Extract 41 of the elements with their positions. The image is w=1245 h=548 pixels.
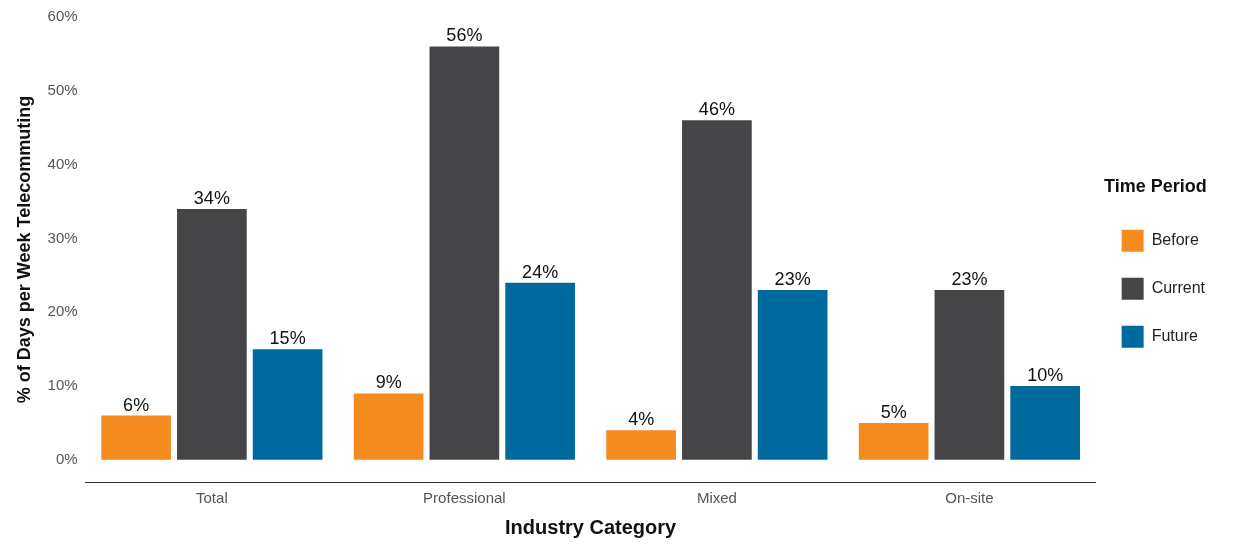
data-label: 34% [193, 187, 230, 208]
x-tick-label: Mixed [696, 489, 737, 507]
bar [682, 120, 752, 460]
data-label: 23% [774, 269, 811, 290]
bar [858, 422, 929, 460]
bar [429, 46, 500, 460]
legend-label: Current [1151, 279, 1206, 297]
y-tick-label: 10% [47, 376, 78, 394]
x-tick-label: On-site [945, 489, 994, 507]
y-tick-label: 0% [55, 450, 78, 467]
y-axis-title: % of Days per Week Telecommuting [13, 95, 34, 404]
y-tick-label: 60% [47, 7, 78, 25]
data-label: 9% [375, 372, 402, 393]
x-axis-title: Industry Category [505, 515, 678, 538]
y-tick-label: 30% [47, 228, 78, 246]
y-tick-label: 40% [47, 154, 78, 172]
bar [177, 208, 247, 460]
data-label: 10% [1027, 365, 1064, 386]
bar [606, 430, 676, 460]
legend-label: Before [1151, 231, 1199, 249]
data-label: 23% [951, 269, 988, 290]
legend-label: Future [1151, 327, 1198, 345]
x-tick-label: Total [196, 489, 228, 507]
data-label: 46% [698, 99, 735, 120]
data-label: 24% [522, 261, 559, 282]
data-label: 6% [123, 394, 150, 415]
data-label: 15% [269, 328, 306, 349]
bar [757, 290, 828, 460]
data-label: 4% [628, 409, 655, 430]
bar [505, 282, 575, 460]
bar [252, 349, 323, 460]
data-label: 56% [446, 25, 483, 46]
bar [1010, 386, 1080, 460]
bar [101, 415, 171, 460]
bar [353, 393, 424, 460]
bar [934, 290, 1005, 460]
y-tick-label: 20% [47, 302, 78, 320]
x-tick-label: Professional [423, 489, 506, 507]
y-tick-label: 50% [47, 80, 78, 98]
data-label: 5% [880, 401, 907, 422]
legend-title: Time Period [1103, 176, 1207, 197]
